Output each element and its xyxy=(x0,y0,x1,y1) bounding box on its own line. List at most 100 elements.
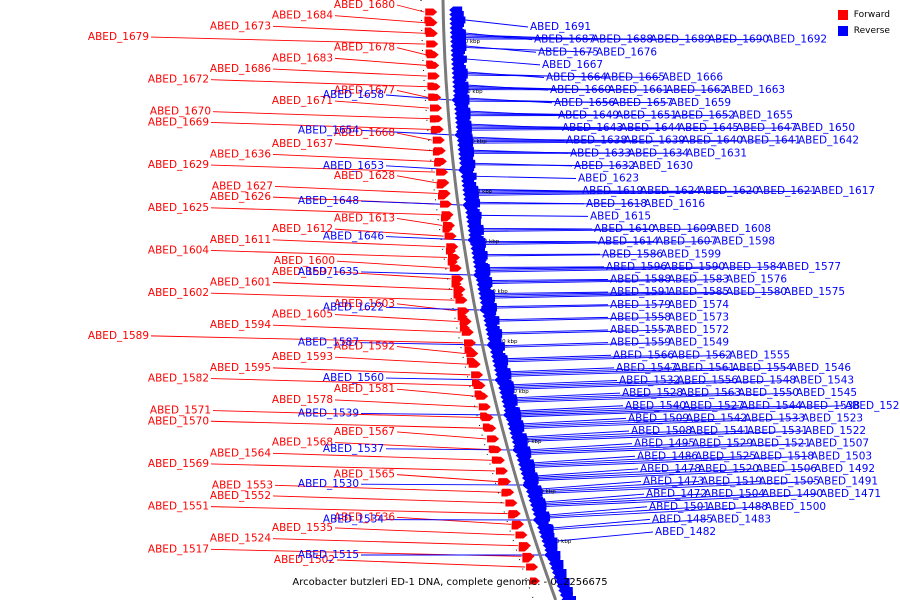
leader-line xyxy=(533,455,636,464)
leader-line xyxy=(385,236,468,241)
reverse-right-gene-label: ABED_1576 xyxy=(726,274,787,286)
reverse-right-gene-label: ABED_1580 xyxy=(726,286,787,298)
leader-line xyxy=(483,228,709,232)
forward-gene-label: ABED_1677 xyxy=(334,84,395,96)
reverse-right-gene-label: ABED_1540 xyxy=(625,400,686,412)
leader-line xyxy=(210,378,473,387)
leader-line xyxy=(527,430,746,441)
reverse-right-gene-label: ABED_1554 xyxy=(732,362,793,374)
kbp-marker: 1700 kbp xyxy=(461,139,487,145)
forward-gene-label: ABED_1679 xyxy=(88,31,149,43)
reverse-right-gene-label: ABED_1667 xyxy=(542,59,603,71)
forward-gene-arrow xyxy=(438,192,449,200)
reverse-right-gene-label: ABED_1633 xyxy=(570,147,631,159)
leader-line xyxy=(385,165,458,171)
reverse-left-gene-label: ABED_1530 xyxy=(298,478,359,490)
reverse-right-gene-label: ABED_1526 xyxy=(845,400,900,412)
forward-gene-arrow xyxy=(449,264,462,272)
leader-line xyxy=(537,468,639,477)
leader-line xyxy=(490,266,721,271)
forward-gene-arrow xyxy=(471,371,484,379)
forward-gene-arrow xyxy=(434,159,445,167)
reverse-right-gene-label: ABED_1527 xyxy=(683,400,744,412)
leader-line xyxy=(490,266,779,273)
reverse-right-gene-label: ABED_1555 xyxy=(729,349,790,361)
leader-line xyxy=(274,484,502,493)
forward-gene-label: ABED_1601 xyxy=(210,277,271,289)
reverse-right-gene-label: ABED_1586 xyxy=(602,248,663,260)
leader-line xyxy=(541,481,642,490)
reverse-right-gene-label: ABED_1505 xyxy=(759,476,820,488)
leader-line xyxy=(476,175,577,179)
forward-gene-arrow xyxy=(457,313,468,321)
forward-gene-label: ABED_1672 xyxy=(148,74,209,86)
forward-gene-label: ABED_1551 xyxy=(148,501,209,513)
leader-line xyxy=(511,367,789,377)
leader-line xyxy=(542,481,758,493)
reverse-right-gene-label: ABED_1492 xyxy=(814,463,875,475)
leader-line xyxy=(495,291,783,299)
forward-gene-arrow xyxy=(424,16,435,24)
leader-line xyxy=(471,127,793,131)
reverse-right-gene-label: ABED_1634 xyxy=(628,147,689,159)
reverse-swatch xyxy=(837,26,848,36)
leader-line xyxy=(541,481,700,491)
forward-gene-label: ABED_1627 xyxy=(212,180,273,192)
reverse-right-gene-label: ABED_1608 xyxy=(710,223,771,235)
leader-line xyxy=(385,94,452,101)
forward-gene-arrow xyxy=(466,357,477,365)
strand-legend: Forward Reverse xyxy=(837,7,890,39)
forward-gene-label: ABED_1671 xyxy=(272,95,333,107)
leader-line xyxy=(517,392,737,402)
reverse-right-gene-label: ABED_1490 xyxy=(762,488,823,500)
leader-line xyxy=(521,405,844,418)
forward-gene-arrow xyxy=(522,555,533,563)
forward-gene-arrow xyxy=(511,522,522,530)
reverse-right-gene-label: ABED_1659 xyxy=(670,97,731,109)
leader-line xyxy=(489,266,605,268)
reverse-right-gene-label: ABED_1562 xyxy=(671,349,732,361)
leader-line xyxy=(494,291,609,294)
leader-line xyxy=(513,380,676,387)
reverse-right-gene-label: ABED_1607 xyxy=(656,236,717,248)
leader-line xyxy=(472,140,739,143)
reverse-right-gene-label: ABED_1665 xyxy=(604,72,665,84)
reverse-right-gene-label: ABED_1495 xyxy=(634,438,695,450)
reverse-right-gene-label: ABED_1641 xyxy=(740,135,801,147)
leader-line xyxy=(520,405,682,413)
forward-gene-label: ABED_1629 xyxy=(148,159,209,171)
forward-gene-label: ABED_1582 xyxy=(148,373,209,385)
leader-line xyxy=(272,153,434,162)
reverse-right-gene-label: ABED_1690 xyxy=(708,34,769,46)
forward-gene-arrow xyxy=(474,390,485,398)
leader-line xyxy=(526,430,688,439)
reverse-right-gene-label: ABED_1596 xyxy=(606,261,667,273)
leader-line xyxy=(360,413,503,416)
leader-line xyxy=(534,455,752,467)
leader-line xyxy=(534,455,694,465)
reverse-right-gene-label: ABED_1549 xyxy=(668,337,729,349)
reverse-right-gene-label: ABED_1488 xyxy=(707,501,768,513)
forward-gene-label: ABED_1602 xyxy=(148,287,209,299)
forward-gene-label: ABED_1524 xyxy=(210,533,271,545)
reverse-right-gene-label: ABED_1521 xyxy=(750,438,811,450)
reverse-left-gene-label: ABED_1587 xyxy=(298,337,359,349)
leader-line xyxy=(210,164,436,173)
leader-line xyxy=(492,279,667,283)
forward-gene-arrow xyxy=(444,232,457,240)
leader-line xyxy=(553,518,651,529)
leader-line xyxy=(272,282,453,290)
reverse-left-gene-label: ABED_1537 xyxy=(323,443,384,455)
forward-gene-label: ABED_1517 xyxy=(148,543,209,555)
reverse-right-gene-label: ABED_1655 xyxy=(732,109,793,121)
reverse-right-gene-label: ABED_1583 xyxy=(668,274,729,286)
leader-line xyxy=(274,185,438,194)
forward-gene-arrow xyxy=(427,72,440,80)
reverse-right-gene-label: ABED_1547 xyxy=(616,362,677,374)
leader-line xyxy=(496,304,609,307)
forward-gene-arrow xyxy=(442,225,453,233)
genome-backbone xyxy=(441,0,558,600)
forward-gene-arrow xyxy=(482,423,493,431)
leader-line xyxy=(513,380,618,386)
leader-line xyxy=(473,140,797,144)
